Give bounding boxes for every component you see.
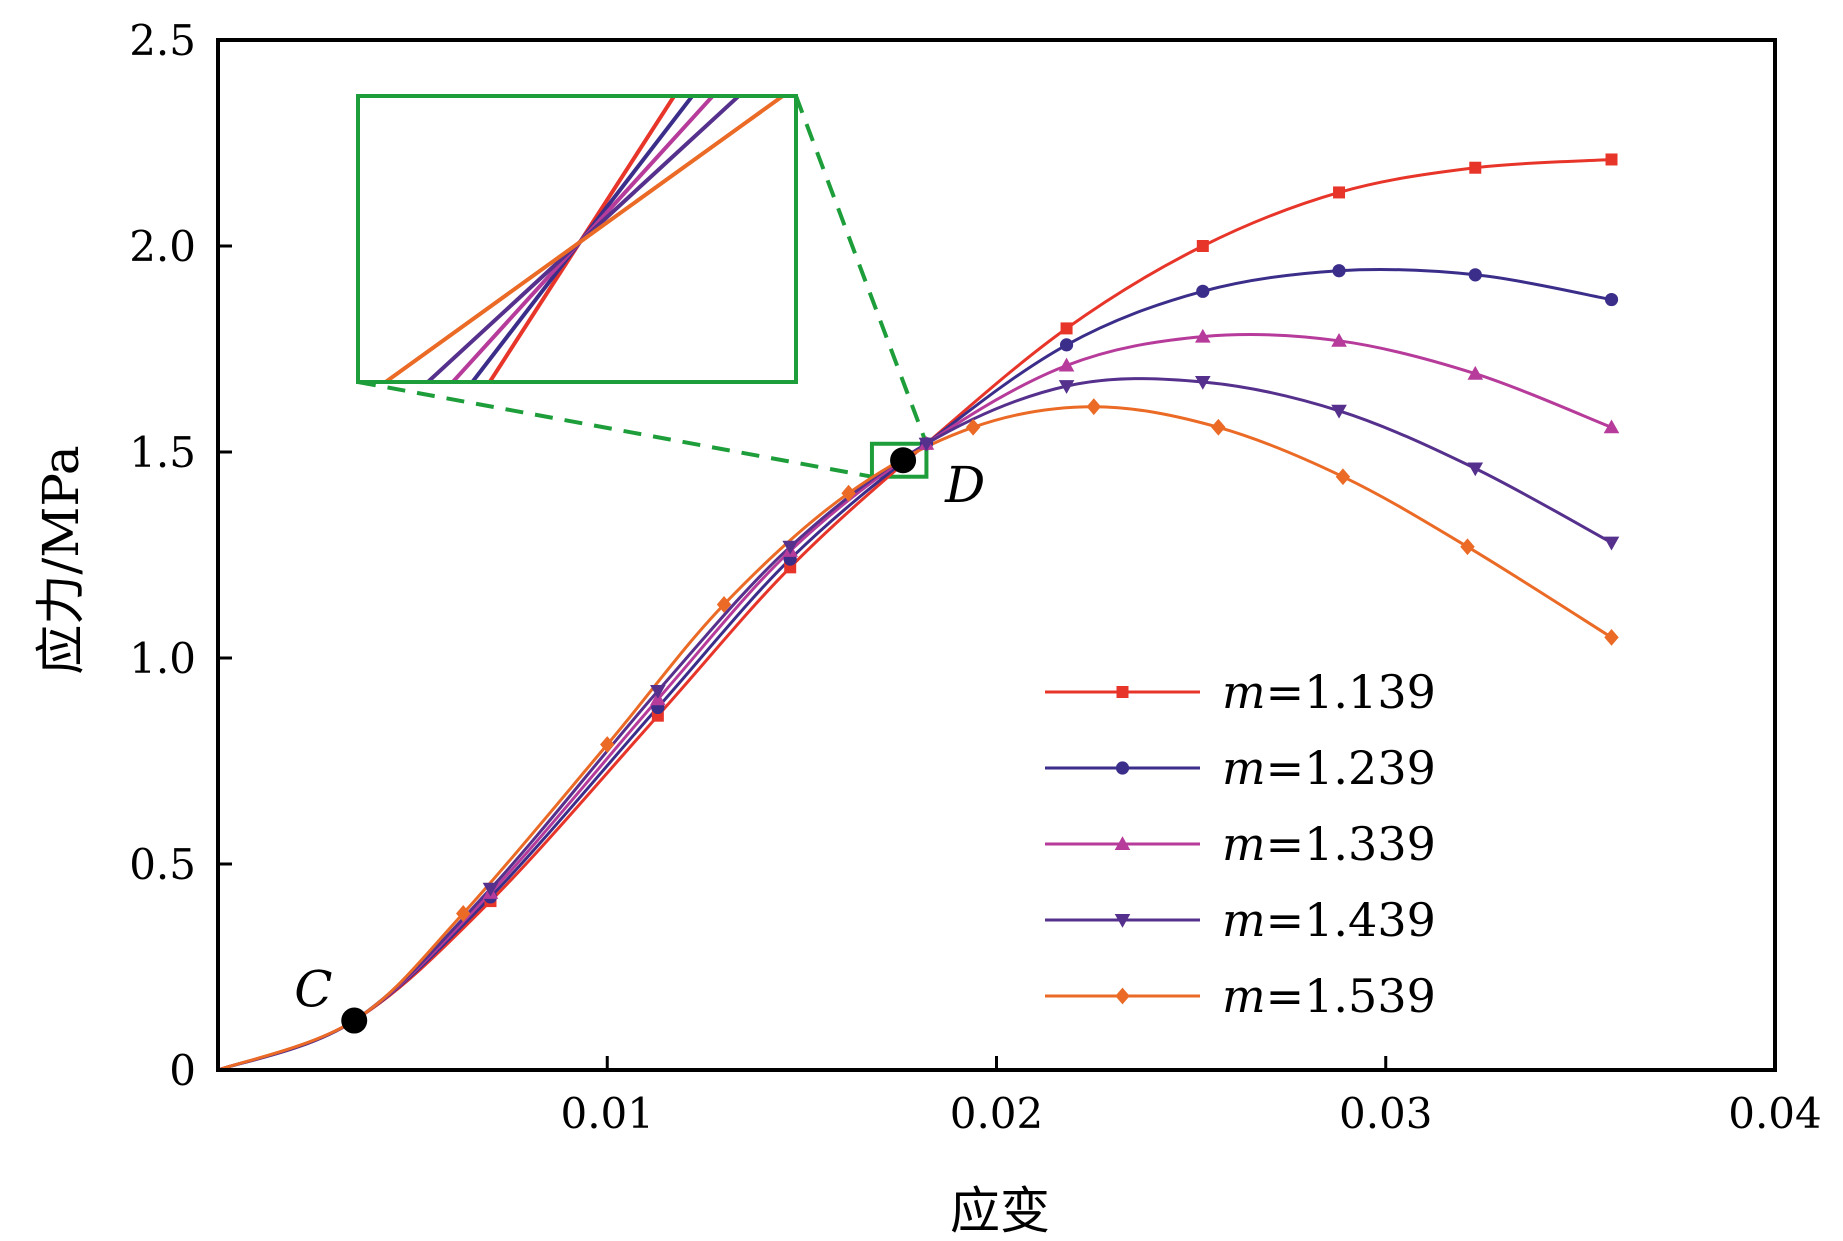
zoom-connector-upper (794, 95, 929, 445)
zoom-inset (356, 94, 798, 384)
point-c-label: C (294, 961, 332, 1019)
legend-marker-4 (1114, 914, 1131, 928)
y-axis-title: 应力/MPa (32, 445, 90, 674)
data-point-series-3 (1331, 332, 1347, 347)
point-d-marker (890, 447, 917, 474)
legend-marker-1 (1116, 686, 1129, 698)
legend-marker-5 (1115, 987, 1130, 1005)
data-point-series-1 (1196, 240, 1209, 252)
zoom-connector-lines (357, 95, 929, 479)
zoom-region-box (869, 441, 929, 479)
data-point-series-1 (1060, 322, 1073, 335)
legend-marker-2 (1115, 761, 1130, 775)
data-point-series-4 (1467, 462, 1484, 477)
zoom-inset-background (358, 96, 796, 382)
data-point-series-5 (841, 484, 856, 502)
data-point-series-5 (1460, 538, 1475, 556)
x-tick-label: 0.01 (560, 1089, 654, 1138)
data-point-series-5 (1086, 398, 1102, 416)
zoom-inset-frame (356, 94, 798, 384)
series-line-3 (218, 332, 1613, 1070)
legend-label-3: m=1.339 (1222, 817, 1436, 871)
data-point-series-2 (1196, 284, 1210, 298)
legend-label-2: m=1.239 (1222, 741, 1436, 795)
data-point-series-2 (1332, 264, 1346, 278)
series-line-5 (218, 405, 1613, 1070)
legend-label-1: m=1.139 (1222, 665, 1436, 719)
series-line-4 (218, 377, 1613, 1070)
data-point-series-1 (1605, 153, 1618, 166)
data-point-series-4 (918, 437, 935, 452)
data-point-series-5 (965, 418, 981, 436)
data-point-series-4 (482, 882, 499, 897)
data-point-series-1 (1469, 161, 1482, 174)
y-tick-label: 1.0 (129, 634, 196, 683)
data-point-series-4 (1195, 375, 1211, 390)
x-tick-label: 0.02 (950, 1089, 1044, 1138)
data-point-series-2 (1604, 292, 1619, 307)
data-point-series-3 (1195, 328, 1211, 343)
x-tick-label: 0.04 (1728, 1089, 1822, 1138)
y-tick-label: 0 (169, 1046, 196, 1095)
zoom-connector-lower (357, 380, 873, 479)
data-point-series-5 (1211, 418, 1226, 436)
y-tick-label: 0.5 (129, 840, 196, 889)
legend-marker-3 (1114, 836, 1131, 850)
data-point-series-1 (1333, 186, 1346, 199)
data-point-series-5 (716, 596, 732, 613)
legend-label-5: m=1.539 (1222, 969, 1436, 1023)
data-point-series-4 (1331, 404, 1347, 419)
data-point-series-4 (650, 684, 666, 699)
series-line-2 (218, 267, 1612, 1070)
legend-label-4: m=1.439 (1222, 893, 1436, 947)
y-tick-label: 2.0 (129, 222, 196, 271)
x-tick-label: 0.03 (1339, 1089, 1433, 1138)
data-point-series-5 (456, 905, 471, 922)
data-point-series-3 (1467, 365, 1484, 380)
point-d-label: D (944, 456, 985, 514)
data-point-series-3 (1058, 357, 1075, 372)
point-c-marker (341, 1007, 368, 1034)
data-point-series-5 (600, 736, 615, 753)
data-point-series-5 (1335, 468, 1351, 486)
data-point-series-5 (1604, 629, 1619, 646)
legend: m=1.139 m=1.239 m=1.339 m=1.439 m=1.539 (1045, 665, 1436, 1023)
y-tick-label: 1.5 (129, 428, 196, 477)
data-point-series-2 (1059, 338, 1074, 352)
y-tick-label: 2.5 (129, 16, 196, 65)
data-point-series-4 (1603, 536, 1620, 551)
x-axis-title: 应变 (950, 1182, 1050, 1240)
data-point-series-4 (782, 540, 798, 555)
data-point-series-2 (1468, 268, 1482, 282)
data-point-series-4 (1058, 380, 1075, 394)
data-point-series-3 (1603, 419, 1620, 434)
